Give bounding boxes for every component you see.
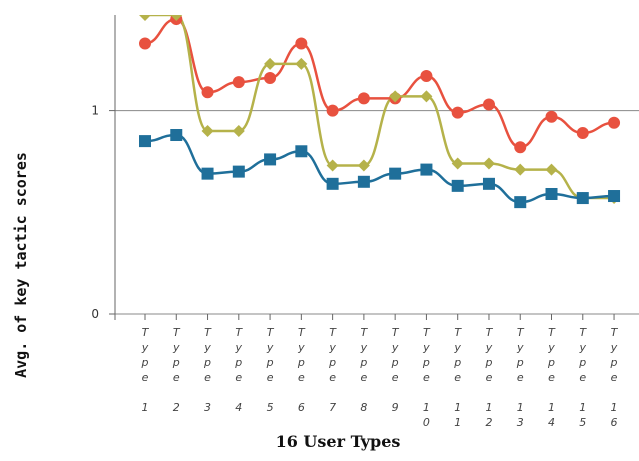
x-tick-label: Type 6 [295,326,308,416]
point [357,159,370,172]
point [295,145,308,158]
point [420,90,433,103]
point [264,153,277,166]
point [201,124,214,137]
point [451,179,464,192]
point [451,106,464,119]
point [420,70,433,83]
point [482,177,495,190]
point [139,15,151,21]
x-tick-label: Type 7 [326,326,339,416]
x-tick-label: Type 4 [232,326,245,416]
series-line [144,133,615,204]
point [170,15,183,21]
point [232,165,245,178]
point [514,196,527,209]
point [576,192,589,205]
point [139,135,151,148]
point [326,159,339,172]
x-tick-label: Type 9 [389,326,402,416]
point [451,157,464,170]
point [326,177,339,190]
series-line [145,15,615,200]
point [264,57,277,70]
x-tick-label: Type 15 [576,326,589,431]
point [170,129,183,142]
x-tick-label: Type 10 [420,326,433,431]
x-tick-label: Type 8 [357,326,370,416]
point [389,167,402,180]
point [232,124,245,137]
x-tick-label: Type 5 [264,326,277,416]
point [420,163,433,176]
point [389,90,402,103]
x-tick-label: Type 11 [451,326,464,431]
series-line [144,17,615,149]
point [357,92,370,105]
y-tick-label: 1 [91,104,99,118]
x-tick-label: Type 1 [139,326,152,416]
x-tick-label: Type 13 [514,326,527,431]
point [545,187,558,200]
point [232,76,245,89]
point [295,57,308,70]
point [357,175,370,188]
point [482,157,495,170]
y-tick-label: 0 [91,307,99,321]
plot-area [139,15,621,209]
point [201,86,214,99]
x-axis-title: 16 User Types [276,432,401,451]
point [514,163,527,176]
point [545,163,558,176]
point [608,190,621,203]
point [201,167,214,180]
point [576,126,589,139]
point [545,110,558,123]
x-tick-label: Type 2 [170,326,183,416]
x-tick-label: Type 16 [608,326,621,431]
point [264,72,277,85]
point [326,104,339,117]
point [608,116,621,129]
point [482,98,495,111]
x-tick-label: Type 3 [201,326,214,416]
point [139,37,151,50]
y-axis-title: Avg. of key tactic scores [12,152,30,378]
x-tick-label: Type 12 [482,326,495,431]
point [514,141,527,154]
point [295,37,308,50]
x-tick-label: Type 14 [545,326,558,431]
